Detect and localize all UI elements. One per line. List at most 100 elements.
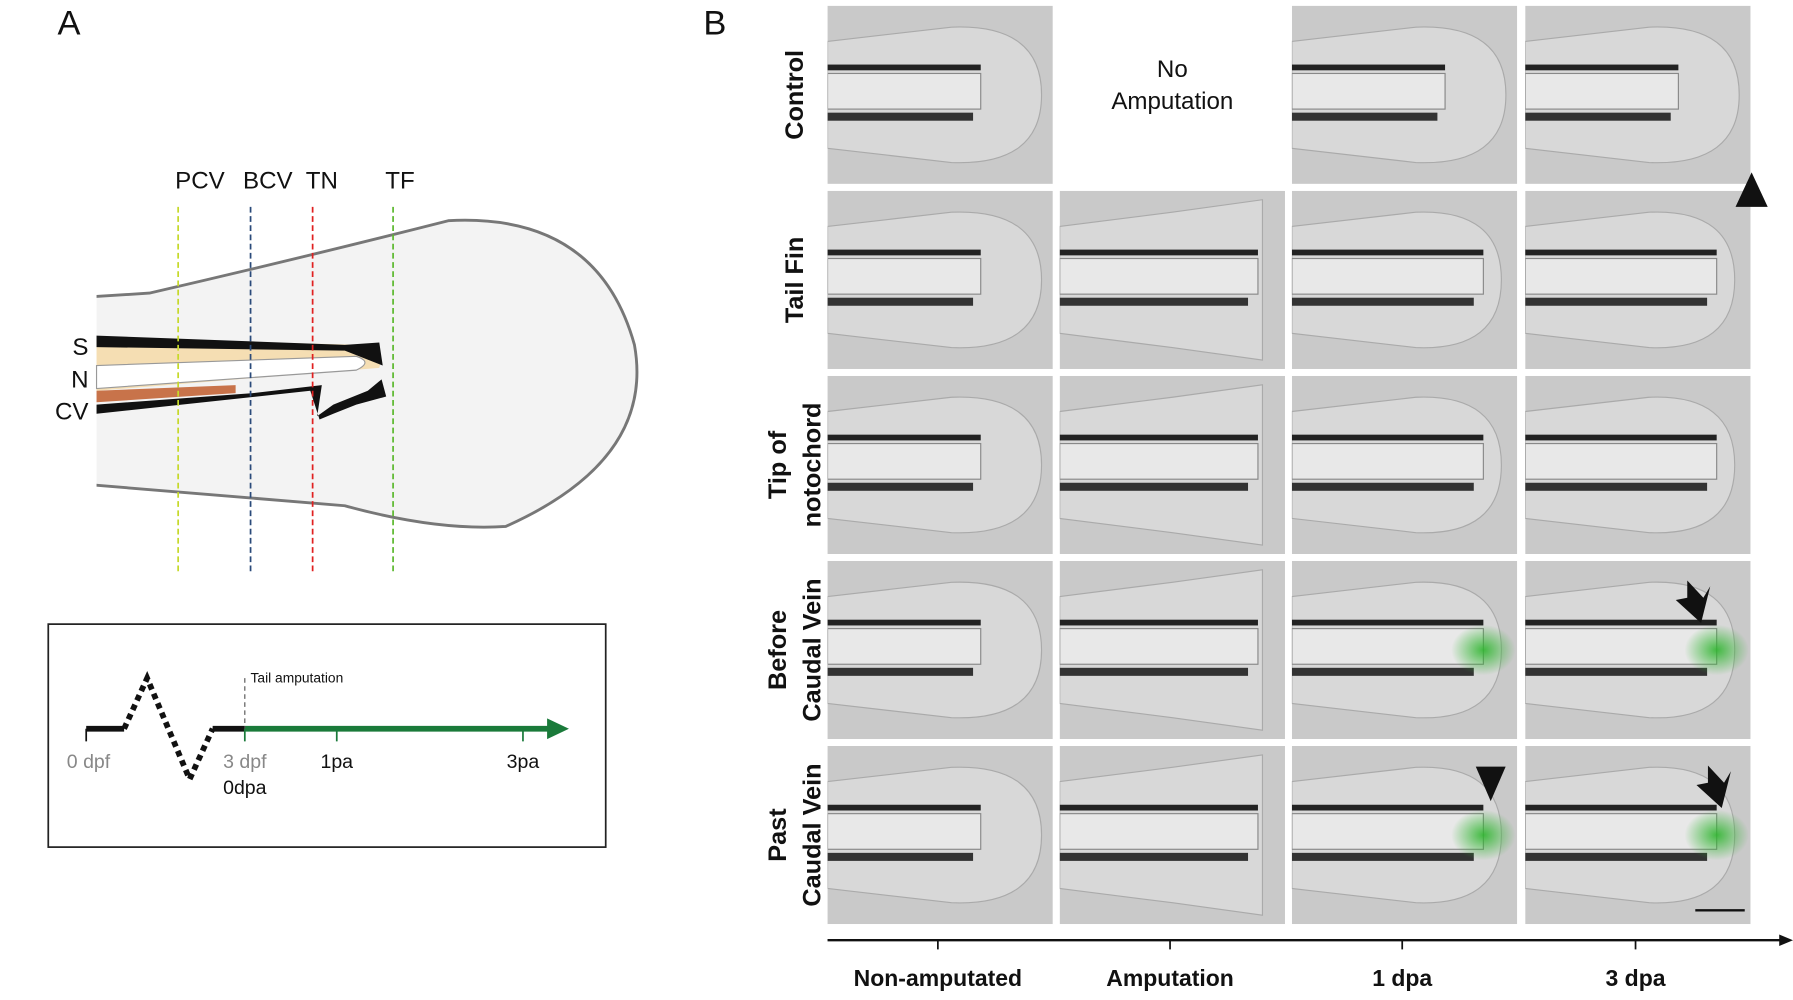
micrograph — [827, 5, 1053, 184]
structure-labels: S N CV — [55, 334, 89, 425]
row-label: Tail Fin — [781, 237, 809, 324]
pigment-ventral — [96, 379, 387, 420]
micrograph-content — [827, 560, 1053, 740]
row-label: Before — [764, 610, 792, 690]
notochord — [1291, 628, 1484, 665]
micrograph-content — [1291, 375, 1518, 555]
structure-label: S — [72, 334, 88, 361]
pigment — [1059, 804, 1258, 811]
micrograph — [1291, 560, 1518, 740]
pigment — [827, 804, 981, 811]
micrograph-content — [827, 375, 1053, 555]
notochord — [1059, 628, 1259, 665]
pigment — [1525, 852, 1708, 861]
axis-arrow — [1779, 934, 1793, 946]
micrograph — [1291, 375, 1518, 555]
notochord — [1059, 813, 1259, 850]
micrograph-content — [1525, 560, 1751, 740]
micrograph — [1525, 5, 1751, 184]
gfp-signal — [1684, 624, 1749, 676]
pigment — [827, 249, 981, 256]
structure-label: N — [71, 366, 88, 393]
notochord — [1291, 813, 1484, 850]
notochord — [1525, 72, 1679, 110]
micrograph — [1059, 375, 1285, 555]
pigment — [1525, 434, 1717, 441]
arrowhead-marker — [1475, 766, 1506, 802]
row-label: Tip of — [764, 430, 792, 499]
timeline-ticks — [85, 728, 524, 742]
column-label: Non-amputated — [854, 965, 1022, 991]
micrograph-content — [1525, 375, 1751, 555]
pigment — [1291, 249, 1484, 256]
panel-label: A — [57, 5, 80, 43]
pigment — [1291, 434, 1484, 441]
fin-outline — [92, 218, 639, 529]
notochord — [827, 628, 982, 665]
tick-label: 0 dpf — [67, 751, 111, 773]
notochord — [1525, 442, 1718, 480]
notochord — [1291, 72, 1446, 110]
arrowhead-marker — [1735, 172, 1768, 207]
micrograph — [827, 375, 1053, 555]
column-label: 3 dpa — [1606, 965, 1666, 991]
micrograph — [1525, 560, 1751, 740]
micrograph-content — [827, 190, 1053, 369]
pigment — [827, 852, 974, 861]
pigment — [1059, 482, 1249, 491]
notochord — [1525, 257, 1718, 295]
micrograph-content — [1525, 5, 1751, 184]
micrograph — [827, 745, 1053, 925]
notochord — [827, 72, 982, 110]
micrograph-content — [1291, 5, 1518, 184]
cut-label: TN — [306, 168, 338, 195]
notochord — [827, 442, 982, 480]
micrograph-content — [1291, 190, 1518, 369]
pigment — [1525, 64, 1679, 71]
pigment — [827, 434, 981, 441]
gfp-signal — [1451, 809, 1516, 861]
cut-edge — [91, 287, 97, 495]
micrograph — [1525, 745, 1751, 925]
pigment — [827, 297, 974, 306]
micrograph-content — [827, 745, 1053, 925]
notochord — [1525, 628, 1718, 665]
arrow-marker — [1675, 580, 1711, 623]
micrograph-content — [827, 5, 1053, 184]
tick-label: 3 dpf — [223, 751, 267, 773]
pigment — [827, 64, 981, 71]
pigment — [827, 667, 974, 676]
pigment — [827, 112, 974, 121]
image-grid: No Amputation Control Tail Fin Tip of notocho… — [764, 5, 1768, 991]
micrograph — [1525, 190, 1751, 369]
panel-label: B — [703, 5, 726, 43]
notochord — [1291, 442, 1484, 480]
pigment — [1059, 249, 1258, 256]
notochord — [1059, 257, 1259, 295]
pigment — [1291, 804, 1484, 811]
timeline-box — [47, 623, 607, 848]
row-label: Control — [781, 50, 809, 140]
micrograph-content — [1525, 745, 1751, 925]
micrograph-content — [1059, 375, 1285, 555]
pigment — [1291, 112, 1438, 121]
notochord — [95, 355, 366, 390]
notochord — [827, 813, 982, 850]
row-label: notochord — [798, 402, 826, 527]
cell-note: No — [1157, 56, 1188, 83]
pigment — [827, 619, 981, 626]
pigment — [1291, 482, 1474, 491]
row-label: Caudal Vein — [798, 763, 826, 906]
pigment — [1291, 852, 1474, 861]
pigment — [1291, 619, 1484, 626]
micrograph — [827, 190, 1053, 369]
micrograph — [1291, 5, 1518, 184]
micrograph — [1291, 745, 1518, 925]
row-label: Caudal Vein — [798, 578, 826, 721]
notochord — [827, 257, 982, 295]
column-label: Amputation — [1106, 965, 1234, 991]
micrograph — [827, 560, 1053, 740]
micrograph — [1059, 190, 1285, 369]
